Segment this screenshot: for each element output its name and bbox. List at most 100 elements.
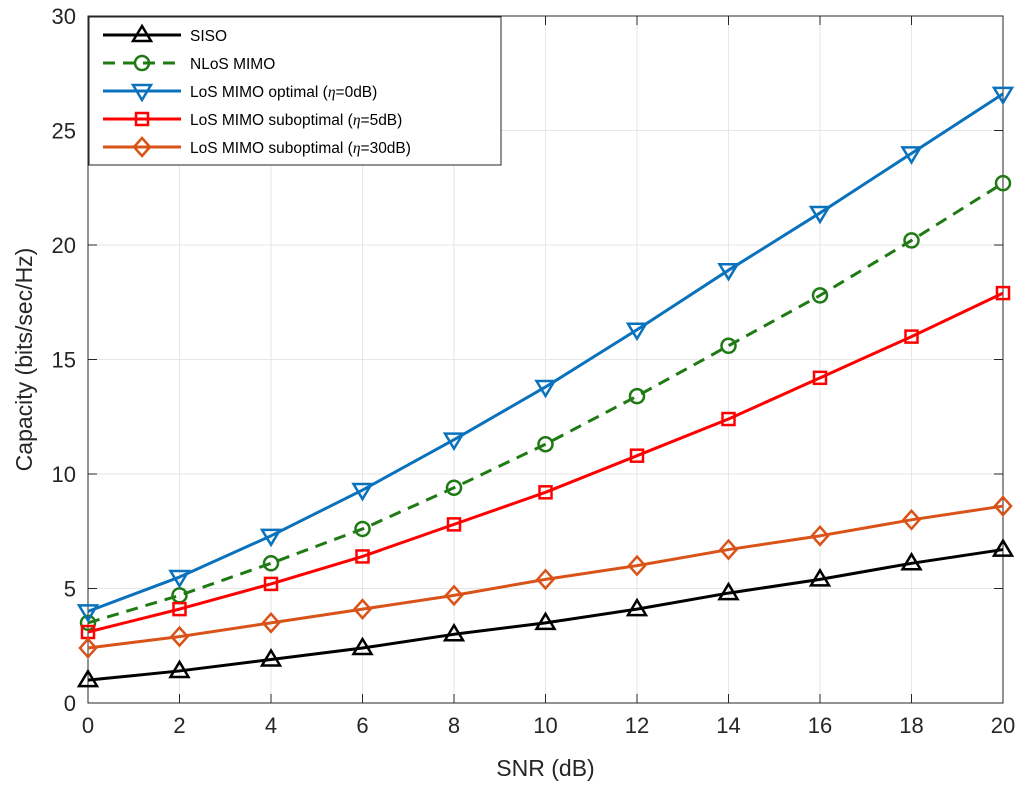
data-point bbox=[534, 379, 557, 399]
data-point bbox=[900, 146, 923, 165]
series-line bbox=[87, 291, 1004, 634]
data-point bbox=[808, 205, 832, 225]
series-3 bbox=[80, 285, 1011, 640]
data-point bbox=[993, 495, 1013, 517]
data-point bbox=[810, 524, 830, 547]
data-point bbox=[903, 232, 920, 249]
data-point bbox=[537, 435, 554, 453]
legend-label: NLoS MIMO bbox=[190, 56, 275, 73]
x-tick-label: 16 bbox=[808, 713, 832, 738]
y-tick-label: 10 bbox=[52, 462, 76, 487]
data-point bbox=[262, 555, 280, 572]
data-point bbox=[352, 598, 373, 620]
series-1 bbox=[79, 174, 1012, 632]
data-point bbox=[534, 611, 557, 631]
series-line bbox=[87, 92, 1004, 613]
data-point bbox=[76, 668, 100, 688]
series-group bbox=[76, 86, 1015, 688]
data-point bbox=[442, 622, 466, 642]
data-point bbox=[994, 174, 1012, 192]
x-tick-label: 18 bbox=[899, 713, 923, 738]
data-point bbox=[808, 567, 832, 587]
data-point bbox=[629, 448, 645, 463]
legend-marker bbox=[133, 54, 151, 72]
x-tick-label: 14 bbox=[716, 713, 740, 738]
legend-label: LoS MIMO optimal (η=0dB) bbox=[190, 84, 377, 101]
series-line bbox=[87, 504, 1004, 650]
data-point bbox=[720, 337, 737, 355]
data-point bbox=[263, 576, 279, 592]
legend-label: SISO bbox=[190, 28, 227, 45]
data-point bbox=[259, 528, 283, 548]
x-tick-label: 6 bbox=[356, 713, 368, 738]
data-point bbox=[627, 554, 647, 577]
data-point bbox=[76, 604, 100, 623]
y-tick-label: 0 bbox=[64, 691, 76, 716]
series-line bbox=[87, 181, 1004, 625]
series-0 bbox=[76, 538, 1015, 688]
y-axis-label: Capacity (bits/sec/Hz) bbox=[11, 248, 37, 472]
data-point bbox=[625, 322, 649, 342]
y-tick-label: 20 bbox=[52, 233, 76, 258]
data-point bbox=[78, 637, 98, 659]
data-point bbox=[351, 482, 374, 502]
data-point bbox=[991, 538, 1015, 557]
legend-marker bbox=[130, 23, 154, 43]
series-line bbox=[87, 548, 1004, 682]
y-tick-label: 15 bbox=[52, 348, 76, 373]
x-tick-label: 12 bbox=[625, 713, 649, 738]
axes bbox=[87, 15, 1004, 704]
x-tick-label: 4 bbox=[265, 713, 277, 738]
data-point bbox=[901, 508, 922, 531]
legend-item: NLoS MIMO bbox=[103, 54, 275, 73]
series-4 bbox=[78, 495, 1013, 659]
data-point bbox=[535, 568, 556, 591]
series-2 bbox=[76, 86, 1015, 623]
data-point bbox=[991, 86, 1015, 106]
x-tick-label: 10 bbox=[533, 713, 557, 738]
data-point bbox=[811, 287, 829, 304]
legend-marker bbox=[132, 136, 152, 158]
legend: SISO NLoS MIMO LoS MIMO optimal (η=0dB) LoS… bbox=[88, 16, 502, 166]
data-point bbox=[445, 479, 463, 496]
legend-item: LoS MIMO suboptimal (η=30dB) bbox=[103, 136, 411, 158]
x-axis-label: SNR (dB) bbox=[496, 755, 594, 781]
legend-marker bbox=[130, 83, 154, 103]
data-point bbox=[446, 517, 462, 532]
data-point bbox=[354, 520, 371, 538]
data-point bbox=[717, 581, 740, 601]
data-point bbox=[442, 432, 466, 452]
y-tick-label: 5 bbox=[64, 577, 76, 602]
y-tick-label: 30 bbox=[52, 4, 76, 29]
data-point bbox=[995, 285, 1011, 301]
legend-item: LoS MIMO optimal (η=0dB) bbox=[103, 83, 377, 103]
legend-marker bbox=[134, 111, 150, 127]
x-tick-label: 0 bbox=[82, 713, 94, 738]
data-point bbox=[718, 538, 739, 561]
legend-item: LoS MIMO suboptimal (η=5dB) bbox=[103, 111, 402, 129]
x-tick-label: 2 bbox=[173, 713, 185, 738]
data-point bbox=[259, 648, 283, 667]
data-point bbox=[721, 411, 736, 427]
data-point bbox=[261, 611, 281, 634]
data-point bbox=[355, 549, 370, 564]
data-point bbox=[444, 584, 464, 607]
legend-label: LoS MIMO suboptimal (η=30dB) bbox=[190, 140, 411, 157]
data-point bbox=[79, 614, 97, 632]
data-point bbox=[168, 569, 191, 589]
data-point bbox=[172, 601, 187, 617]
data-point bbox=[625, 597, 649, 617]
data-point bbox=[538, 485, 553, 500]
x-tick-labels: 0 2 4 6 8 10 12 14 16 18 20 bbox=[82, 713, 1015, 738]
legend-label: LoS MIMO suboptimal (η=5dB) bbox=[190, 112, 402, 129]
data-point bbox=[168, 659, 191, 679]
data-point bbox=[717, 262, 740, 282]
y-tick-label: 25 bbox=[52, 119, 76, 144]
data-point bbox=[812, 370, 828, 386]
x-tick-label: 8 bbox=[448, 713, 460, 738]
x-tick-label: 20 bbox=[991, 713, 1015, 738]
data-point bbox=[904, 329, 919, 344]
data-point bbox=[169, 625, 190, 648]
data-point bbox=[900, 551, 923, 571]
